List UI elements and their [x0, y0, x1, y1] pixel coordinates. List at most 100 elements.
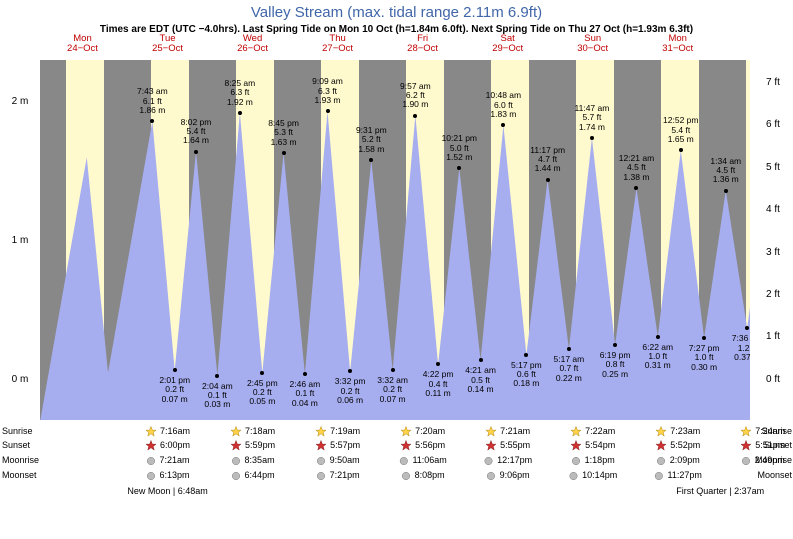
tide-point	[479, 358, 483, 362]
sun-star-icon	[315, 426, 328, 437]
tide-point	[282, 151, 286, 155]
y-tick-left: 1 m	[5, 235, 35, 246]
tide-point	[348, 369, 352, 373]
moonrise-cell: 11:06am	[398, 455, 446, 466]
tide-point	[613, 343, 617, 347]
y-tick-right: 4 ft	[758, 204, 788, 215]
moon-icon	[316, 455, 328, 466]
tide-point	[745, 326, 749, 330]
tide-point	[590, 136, 594, 140]
tide-point	[679, 148, 683, 152]
low-tide-label: 3:32 pm0.2 ft0.06 m	[335, 377, 366, 405]
low-tide-label: 6:19 pm0.8 ft0.25 m	[600, 351, 631, 379]
tide-chart: Valley Stream (max. tidal range 2.11m 6.…	[0, 0, 793, 539]
y-axis-right: 0 ft1 ft2 ft3 ft4 ft5 ft6 ft7 ft	[753, 60, 793, 420]
high-tide-label: 12:52 pm5.4 ft1.65 m	[663, 116, 698, 144]
high-tide-label: 10:21 pm5.0 ft1.52 m	[442, 134, 477, 162]
sun-star-icon	[485, 426, 498, 437]
sunrise-cell: 7:20am	[400, 426, 445, 437]
moon-icon	[483, 455, 495, 466]
tide-point	[501, 123, 505, 127]
moonrise-cell: 2:09pm	[656, 455, 700, 466]
low-tide-label: 4:21 am0.5 ft0.14 m	[465, 366, 496, 394]
tide-point	[194, 150, 198, 154]
high-tide-label: 11:17 pm4.7 ft1.44 m	[530, 146, 565, 174]
date-label: Mon24−Oct	[67, 34, 98, 55]
sunset-left-label: Sunset	[2, 440, 52, 452]
low-tide-label: 5:17 pm0.6 ft0.18 m	[511, 361, 542, 389]
low-tide-label: 4:22 pm0.4 ft0.11 m	[423, 370, 454, 398]
moonrise-cell: 7:21am	[146, 455, 190, 466]
moon-icon	[401, 470, 413, 481]
date-label: Fri28−Oct	[407, 34, 438, 55]
sunset-cell: 5:59pm	[230, 440, 275, 451]
red-star-icon	[400, 440, 413, 451]
sunrise-cell: 7:22am	[570, 426, 615, 437]
moonset-cell: 11:27pm	[654, 470, 702, 481]
tide-point	[724, 189, 728, 193]
sun-star-icon	[145, 426, 158, 437]
tide-point	[391, 368, 395, 372]
red-star-icon	[570, 440, 583, 451]
y-tick-right: 7 ft	[758, 77, 788, 88]
sun-star-icon	[400, 426, 413, 437]
sunset-cell: 5:56pm	[400, 440, 445, 451]
y-tick-right: 6 ft	[758, 119, 788, 130]
tide-point	[634, 186, 638, 190]
red-star-icon	[230, 440, 243, 451]
date-label: Sat29−Oct	[492, 34, 523, 55]
tide-point	[413, 114, 417, 118]
sunset-cell: 6:00pm	[145, 440, 190, 451]
sun-star-icon	[655, 426, 668, 437]
y-tick-right: 2 ft	[758, 289, 788, 300]
moonrise-cell: 8:35am	[231, 455, 275, 466]
red-star-icon	[145, 440, 158, 451]
moon-phase-label: New Moon | 6:48am	[127, 486, 207, 496]
low-tide-label: 7:36 am1.2 ft0.37 m	[732, 334, 750, 362]
sunrise-left-label: Sunrise	[2, 426, 52, 438]
y-tick-right: 3 ft	[758, 247, 788, 258]
moonset-cell: 7:21pm	[316, 470, 360, 481]
moonset-left-label: Moonset	[2, 470, 52, 482]
high-tide-label: 9:09 am6.3 ft1.93 m	[312, 77, 343, 105]
high-tide-label: 7:43 am6.1 ft1.86 m	[137, 87, 168, 115]
moonset-cell: 8:08pm	[401, 470, 445, 481]
sunrise-cell: 7:16am	[145, 426, 190, 437]
chart-title: Valley Stream (max. tidal range 2.11m 6.…	[0, 4, 793, 21]
high-tide-label: 12:21 am4.5 ft1.38 m	[619, 154, 654, 182]
tide-point	[173, 368, 177, 372]
high-tide-label: 8:45 pm5.3 ft1.63 m	[268, 119, 299, 147]
moon-icon	[486, 470, 498, 481]
high-tide-label: 9:57 am6.2 ft1.90 m	[400, 82, 431, 110]
sunrise-cell: 7:21am	[485, 426, 530, 437]
y-tick-right: 1 ft	[758, 331, 788, 342]
high-tide-label: 10:48 am6.0 ft1.83 m	[486, 91, 521, 119]
tide-point	[238, 111, 242, 115]
moon-icon	[398, 455, 410, 466]
low-tide-label: 3:32 am0.2 ft0.07 m	[377, 376, 408, 404]
sunset-cell: 5:52pm	[655, 440, 700, 451]
moon-icon	[231, 455, 243, 466]
low-tide-label: 7:27 pm1.0 ft0.30 m	[689, 344, 720, 372]
sun-star-icon	[230, 426, 243, 437]
low-tide-label: 2:01 pm0.2 ft0.07 m	[159, 376, 190, 404]
tide-point	[260, 371, 264, 375]
tide-point	[369, 158, 373, 162]
date-label: Wed26−Oct	[237, 34, 268, 55]
high-tide-label: 8:25 am6.3 ft1.92 m	[225, 79, 256, 107]
red-star-icon	[315, 440, 328, 451]
moon-icon	[654, 470, 666, 481]
tide-point	[303, 372, 307, 376]
sun-star-icon	[570, 426, 583, 437]
y-tick-left: 0 m	[5, 374, 35, 385]
plot-area: 7:43 am6.1 ft1.86 m 2:01 pm0.2 ft0.07 m 8:…	[40, 60, 750, 420]
low-tide-label: 5:17 am0.7 ft0.22 m	[554, 355, 585, 383]
moon-icon	[571, 455, 583, 466]
tide-point	[567, 347, 571, 351]
high-tide-label: 11:47 am5.7 ft1.74 m	[575, 104, 610, 132]
high-tide-label: 1:34 am4.5 ft1.36 m	[710, 157, 741, 185]
sunrise-cell: 7:19am	[315, 426, 360, 437]
date-label: Sun30−Oct	[577, 34, 608, 55]
moonrise-cell: 9:50am	[316, 455, 360, 466]
moon-icon	[656, 455, 668, 466]
